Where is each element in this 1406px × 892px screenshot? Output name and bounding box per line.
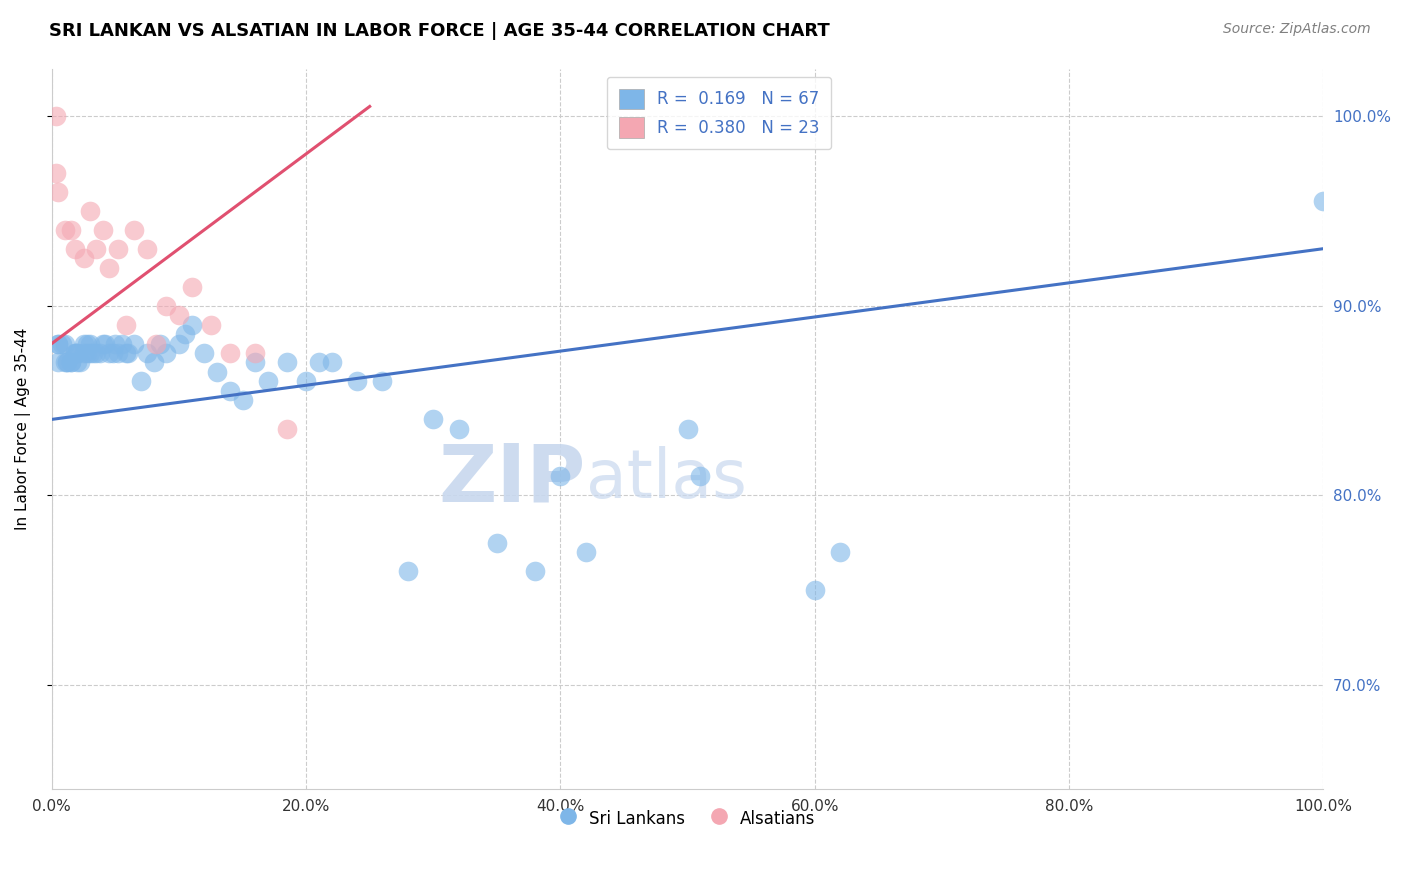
Point	[136, 242, 159, 256]
Point	[76, 336, 98, 351]
Point	[396, 564, 419, 578]
Point	[550, 469, 572, 483]
Point	[689, 469, 711, 483]
Point	[79, 346, 101, 360]
Point	[79, 203, 101, 218]
Point	[91, 223, 114, 237]
Point	[136, 346, 159, 360]
Point	[72, 251, 94, 265]
Text: SRI LANKAN VS ALSATIAN IN LABOR FORCE | AGE 35-44 CORRELATION CHART: SRI LANKAN VS ALSATIAN IN LABOR FORCE | …	[49, 22, 830, 40]
Point	[155, 299, 177, 313]
Point	[63, 242, 86, 256]
Point	[155, 346, 177, 360]
Point	[51, 336, 73, 351]
Point	[180, 318, 202, 332]
Point	[485, 535, 508, 549]
Point	[79, 336, 101, 351]
Point	[575, 545, 598, 559]
Text: atlas: atlas	[586, 446, 747, 512]
Point	[76, 346, 98, 360]
Point	[107, 346, 129, 360]
Point	[447, 422, 470, 436]
Point	[114, 318, 136, 332]
Point	[86, 242, 108, 256]
Point	[98, 346, 121, 360]
Point	[45, 166, 67, 180]
Point	[53, 223, 76, 237]
Point	[145, 336, 167, 351]
Point	[129, 375, 152, 389]
Point	[180, 279, 202, 293]
Text: Source: ZipAtlas.com: Source: ZipAtlas.com	[1223, 22, 1371, 37]
Point	[142, 355, 165, 369]
Point	[91, 336, 114, 351]
Point	[1312, 194, 1334, 209]
Point	[276, 422, 298, 436]
Point	[167, 336, 190, 351]
Point	[422, 412, 444, 426]
Point	[104, 336, 127, 351]
Point	[107, 242, 129, 256]
Point	[53, 336, 76, 351]
Point	[205, 365, 228, 379]
Point	[66, 346, 89, 360]
Point	[69, 355, 91, 369]
Point	[98, 260, 121, 275]
Point	[308, 355, 330, 369]
Point	[371, 375, 394, 389]
Point	[149, 336, 172, 351]
Point	[46, 336, 69, 351]
Text: ZIP: ZIP	[439, 441, 586, 518]
Point	[218, 346, 240, 360]
Point	[56, 355, 79, 369]
Point	[167, 308, 190, 322]
Y-axis label: In Labor Force | Age 35-44: In Labor Force | Age 35-44	[15, 327, 31, 530]
Point	[193, 346, 215, 360]
Point	[46, 185, 69, 199]
Point	[101, 346, 124, 360]
Point	[89, 346, 111, 360]
Point	[45, 109, 67, 123]
Point	[66, 355, 89, 369]
Point	[257, 375, 280, 389]
Legend: Sri Lankans, Alsatians: Sri Lankans, Alsatians	[553, 801, 823, 835]
Point	[63, 346, 86, 360]
Point	[53, 355, 76, 369]
Point	[245, 355, 267, 369]
Point	[117, 346, 139, 360]
Point	[174, 326, 197, 341]
Point	[523, 564, 546, 578]
Point	[218, 384, 240, 398]
Point	[59, 355, 82, 369]
Point	[676, 422, 699, 436]
Point	[46, 355, 69, 369]
Point	[830, 545, 852, 559]
Point	[111, 336, 134, 351]
Point	[321, 355, 343, 369]
Point	[82, 346, 104, 360]
Point	[124, 223, 146, 237]
Point	[56, 355, 79, 369]
Point	[803, 583, 825, 598]
Point	[124, 336, 146, 351]
Point	[59, 223, 82, 237]
Point	[63, 346, 86, 360]
Point	[94, 336, 117, 351]
Point	[59, 355, 82, 369]
Point	[86, 346, 108, 360]
Point	[232, 393, 254, 408]
Point	[276, 355, 298, 369]
Point	[66, 346, 89, 360]
Point	[245, 346, 267, 360]
Point	[200, 318, 222, 332]
Point	[46, 336, 69, 351]
Point	[295, 375, 318, 389]
Point	[72, 346, 94, 360]
Point	[346, 375, 368, 389]
Point	[72, 336, 94, 351]
Point	[114, 346, 136, 360]
